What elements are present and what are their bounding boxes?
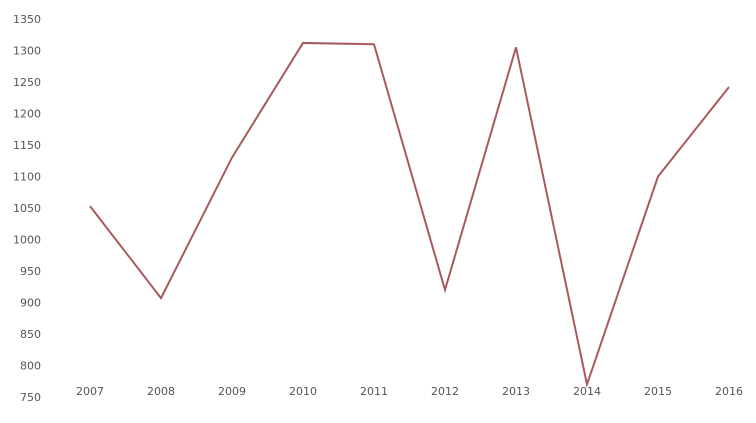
y-tick-label: 750 (20, 391, 41, 404)
y-tick-label: 1300 (13, 45, 41, 58)
x-tick-label: 2009 (218, 385, 246, 398)
y-tick-label: 1000 (13, 234, 41, 247)
y-tick-label: 1050 (13, 202, 41, 215)
y-tick-label: 1250 (13, 76, 41, 89)
x-tick-label: 2008 (147, 385, 175, 398)
y-tick-label: 1350 (13, 13, 41, 26)
x-tick-label: 2007 (76, 385, 104, 398)
series-layer (89, 41, 730, 389)
x-axis-ticks: 2007 2008 2009 2010 2011 2012 2013 2014 2015 2016 (76, 385, 743, 398)
y-tick-label: 1200 (13, 108, 41, 121)
y-tick-label: 950 (20, 265, 41, 278)
x-tick-label: 2013 (502, 385, 530, 398)
y-tick-label: 1150 (13, 139, 41, 152)
series-line (89, 41, 730, 389)
y-tick-label: 900 (20, 297, 41, 310)
x-tick-label: 2012 (431, 385, 459, 398)
x-tick-label: 2014 (573, 385, 601, 398)
y-tick-label: 800 (20, 360, 41, 373)
x-tick-label: 2016 (715, 385, 743, 398)
y-tick-label: 1100 (13, 171, 41, 184)
y-tick-label: 850 (20, 328, 41, 341)
x-tick-label: 2010 (289, 385, 317, 398)
x-tick-label: 2011 (360, 385, 388, 398)
x-tick-label: 2015 (644, 385, 672, 398)
y-axis-ticks: 750 800 850 900 950 1000 1050 1100 1150 1200 1250 1… (13, 13, 41, 404)
